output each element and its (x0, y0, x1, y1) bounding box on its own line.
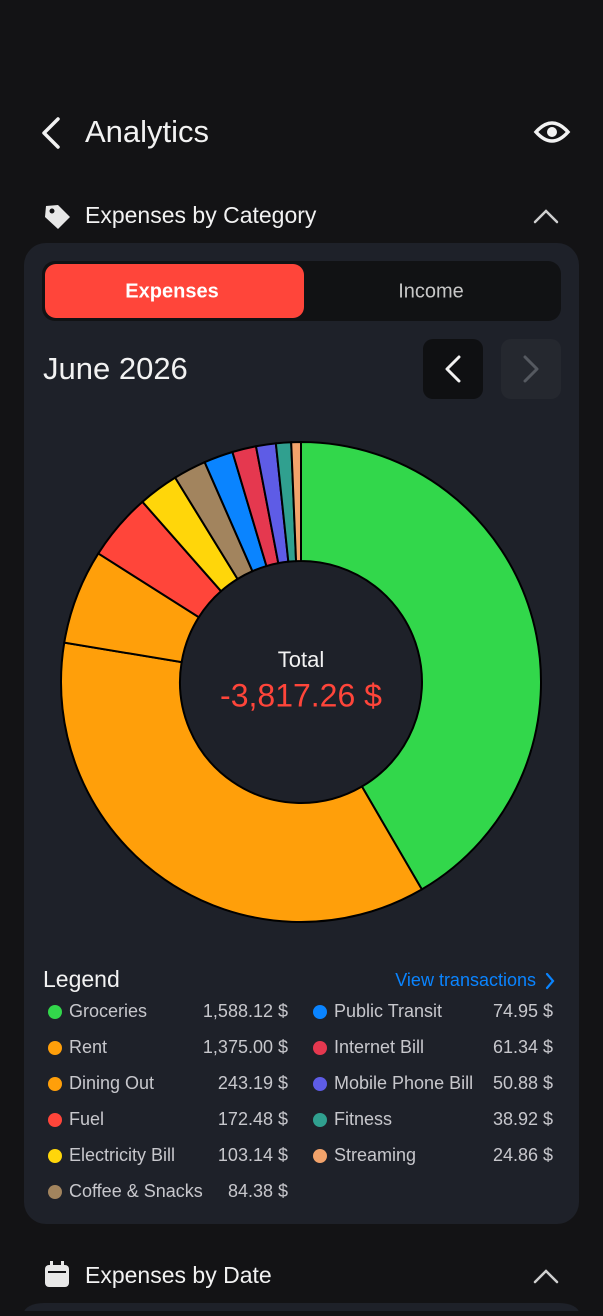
legend-value: 84.38 $ (228, 1181, 288, 1201)
legend-swatch (48, 1005, 62, 1019)
legend-value: 243.19 $ (218, 1073, 288, 1093)
center-value: -3,817.26 $ (220, 677, 382, 713)
legend-value: 1,375.00 $ (203, 1037, 288, 1057)
legend-swatch (313, 1077, 327, 1091)
donut-slice (300, 440, 542, 891)
legend-value: 50.88 $ (493, 1073, 553, 1093)
section-title: Expenses by Category (85, 202, 317, 228)
tab[interactable]: Income (398, 280, 464, 302)
legend-label: Mobile Phone Bill (334, 1073, 473, 1093)
legend-swatch (48, 1113, 62, 1127)
section-title: Expenses by Date (85, 1262, 272, 1288)
legend-value: 74.95 $ (493, 1001, 553, 1021)
legend-swatch (48, 1041, 62, 1055)
legend-title: Legend (43, 966, 120, 992)
legend-value: 61.34 $ (493, 1037, 553, 1057)
tag-icon (45, 205, 70, 229)
legend-swatch (313, 1041, 327, 1055)
calendar-icon (45, 1261, 69, 1287)
page-title: Analytics (85, 114, 209, 149)
prev-icon (445, 355, 461, 383)
legend: Groceries 1,588.12 $ Rent 1,375.00 $ Dining … (48, 1001, 553, 1201)
next-icon (523, 355, 539, 383)
prev-button[interactable] (423, 339, 483, 399)
legend-label: Coffee & Snacks (69, 1181, 203, 1201)
tab-active[interactable] (45, 264, 304, 318)
next-button[interactable] (501, 339, 561, 399)
legend-swatch (48, 1149, 62, 1163)
center-label: Total (278, 647, 324, 672)
legend-label: Dining Out (69, 1073, 154, 1093)
card (24, 1303, 579, 1316)
legend-label: Internet Bill (334, 1037, 424, 1057)
legend-swatch (313, 1005, 327, 1019)
collapse-button[interactable] (533, 1269, 559, 1284)
legend-swatch (313, 1113, 327, 1127)
donut-slice (290, 440, 302, 563)
legend-label: Groceries (69, 1001, 147, 1021)
legend-value: 1,588.12 $ (203, 1001, 288, 1021)
legend-label: Fuel (69, 1109, 104, 1129)
collapse-button[interactable] (533, 209, 559, 224)
legend-value: 38.92 $ (493, 1109, 553, 1129)
legend-label: Public Transit (334, 1001, 442, 1021)
legend-swatch (48, 1077, 62, 1091)
link-chevron[interactable] (545, 972, 555, 990)
legend-label: Electricity Bill (69, 1145, 175, 1165)
visibility-toggle[interactable] (533, 121, 571, 143)
legend-label: Rent (69, 1037, 107, 1057)
period: June 2026 (43, 351, 188, 386)
legend-swatch (313, 1149, 327, 1163)
legend-value: 24.86 $ (493, 1145, 553, 1165)
donut-slice (60, 641, 424, 923)
view-transactions[interactable]: View transactions (395, 970, 536, 990)
legend-label: Fitness (334, 1109, 392, 1129)
donut-chart (60, 440, 542, 923)
back-button[interactable] (42, 117, 60, 149)
tab[interactable]: Expenses (125, 280, 218, 302)
legend-value: 103.14 $ (218, 1145, 288, 1165)
legend-swatch (48, 1185, 62, 1199)
legend-label: Streaming (334, 1145, 416, 1165)
legend-value: 172.48 $ (218, 1109, 288, 1129)
